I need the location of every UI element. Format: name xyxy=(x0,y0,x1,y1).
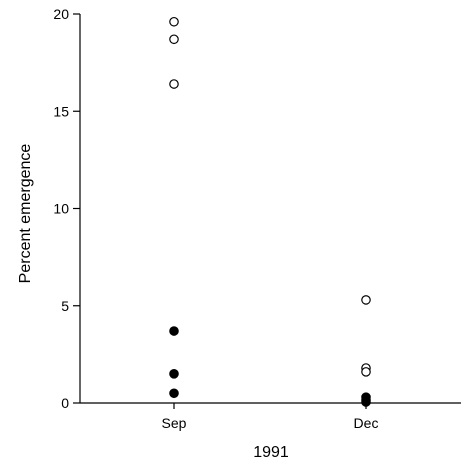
open-data-point xyxy=(169,34,179,45)
x-tick-label: Sep xyxy=(162,415,187,431)
y-tick-label: 0 xyxy=(61,395,69,411)
y-axis-label: Percent emergence xyxy=(17,144,34,284)
filled-data-point xyxy=(169,369,179,379)
x-tick-label: Dec xyxy=(354,415,379,431)
data-points xyxy=(169,16,371,407)
filled-data-point xyxy=(169,388,179,399)
x-ticks: Sep Dec xyxy=(162,403,379,431)
y-tick-label: 5 xyxy=(61,298,69,314)
x-axis-label: 1991 xyxy=(253,444,289,461)
open-data-point xyxy=(361,367,371,377)
y-ticks: 0 5 10 15 20 xyxy=(53,6,80,411)
open-data-point xyxy=(361,295,371,305)
axes xyxy=(79,14,461,404)
filled-data-point xyxy=(169,326,179,336)
open-data-point xyxy=(169,79,179,89)
open-data-point xyxy=(169,16,179,27)
y-tick-label: 15 xyxy=(53,103,69,119)
y-tick-label: 10 xyxy=(53,201,69,217)
filled-data-point xyxy=(361,397,371,407)
y-tick-label: 20 xyxy=(53,6,69,22)
